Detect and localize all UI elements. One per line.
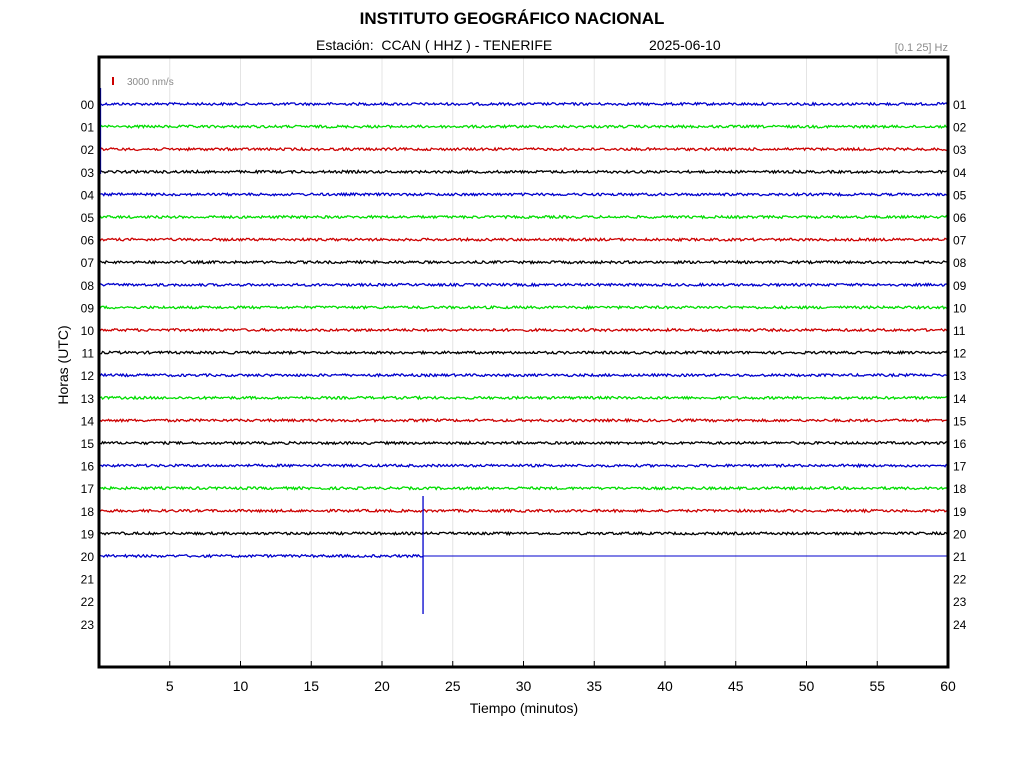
x-tick-label: 60 — [940, 678, 956, 694]
left-hour-label: 05 — [81, 211, 95, 225]
right-hour-label: 15 — [953, 414, 967, 428]
right-hour-label: 16 — [953, 437, 967, 451]
trace-hour-15 — [98, 440, 948, 446]
left-hour-label: 14 — [81, 414, 95, 428]
left-hour-label: 10 — [81, 324, 95, 338]
left-hour-label: 06 — [81, 234, 95, 248]
right-hour-label: 06 — [953, 211, 967, 225]
scale-bar: 3000 nm/s — [112, 77, 174, 88]
x-axis-label: Tiempo (minutos) — [469, 700, 579, 716]
right-hour-label: 17 — [953, 460, 967, 474]
left-hour-label: 18 — [81, 505, 95, 519]
x-tick-label: 45 — [728, 678, 744, 694]
x-tick-label: 35 — [586, 678, 602, 694]
left-hour-label: 12 — [81, 369, 95, 383]
trace-hour-14 — [98, 417, 948, 424]
grid-lines — [169, 57, 878, 667]
trace-hour-03 — [98, 169, 948, 175]
trace-hour-10 — [98, 327, 948, 333]
left-hour-label: 00 — [81, 98, 95, 112]
right-hour-label: 22 — [953, 573, 967, 587]
trace-hour-19 — [98, 530, 948, 537]
trace-hour-20 — [98, 553, 424, 559]
trace-hour-06 — [98, 236, 948, 243]
right-hour-label: 05 — [953, 188, 967, 202]
left-hour-label: 01 — [81, 121, 95, 135]
right-hour-label: 19 — [953, 505, 967, 519]
left-hour-label: 08 — [81, 279, 95, 293]
x-tick-label: 40 — [657, 678, 673, 694]
filter-label: [0.1 25] Hz — [894, 42, 948, 54]
trace-hour-05 — [98, 214, 948, 220]
station-label: Estación: CCAN ( HHZ ) - TENERIFE — [316, 37, 553, 53]
right-hour-label: 24 — [953, 618, 967, 632]
trace-hour-04 — [98, 191, 948, 197]
left-hour-label: 09 — [81, 301, 95, 315]
right-hour-label: 10 — [953, 301, 967, 315]
left-hour-label: 21 — [81, 573, 95, 587]
trace-hour-11 — [98, 349, 948, 356]
trace-hour-07 — [98, 259, 948, 265]
trace-hour-02 — [98, 146, 948, 152]
trace-group — [98, 88, 948, 614]
trace-hour-00 — [98, 101, 948, 107]
right-hour-labels: 01 02 03 04 05 06 07 08 09 10 11 12 13 14 15 16 17 18 19 20… — [953, 98, 967, 632]
left-hour-label: 02 — [81, 143, 95, 157]
x-tick-label: 55 — [869, 678, 885, 694]
plot-frame — [97, 55, 950, 669]
x-tick-label: 20 — [374, 678, 390, 694]
page-title: INSTITUTO GEOGRÁFICO NACIONAL — [359, 9, 665, 28]
left-hour-label: 19 — [81, 527, 95, 541]
left-hour-label: 22 — [81, 595, 95, 609]
left-hour-label: 13 — [81, 392, 95, 406]
right-hour-label: 11 — [953, 324, 966, 338]
scale-bar-label: 3000 nm/s — [127, 77, 174, 88]
right-hour-label: 12 — [953, 347, 967, 361]
x-tick-label: 15 — [303, 678, 319, 694]
x-tick-label: 5 — [166, 678, 174, 694]
right-hour-label: 03 — [953, 143, 967, 157]
x-tick-label: 30 — [516, 678, 532, 694]
left-hour-label: 04 — [81, 188, 95, 202]
trace-hour-08 — [98, 282, 948, 288]
right-hour-label: 02 — [953, 121, 967, 135]
date-label: 2025-06-10 — [649, 37, 721, 53]
right-hour-label: 20 — [953, 527, 967, 541]
x-tick-label: 25 — [445, 678, 461, 694]
left-hour-label: 07 — [81, 256, 95, 270]
right-hour-label: 01 — [953, 98, 967, 112]
right-hour-label: 04 — [953, 166, 967, 180]
trace-hour-16 — [98, 462, 948, 469]
left-hour-label: 11 — [82, 347, 95, 361]
x-ticks: 5 10 15 20 25 30 35 40 45 50 55 60 — [166, 661, 956, 694]
right-hour-label: 14 — [953, 392, 967, 406]
left-hour-label: 03 — [81, 166, 95, 180]
x-tick-label: 10 — [233, 678, 249, 694]
trace-hour-17 — [98, 485, 948, 491]
left-hour-label: 23 — [81, 618, 95, 632]
right-hour-label: 13 — [953, 369, 967, 383]
left-hour-label: 17 — [81, 482, 95, 496]
right-hour-label: 21 — [953, 550, 967, 564]
right-hour-label: 09 — [953, 279, 967, 293]
right-hour-label: 07 — [953, 234, 967, 248]
trace-hour-13 — [98, 395, 948, 401]
left-hour-label: 15 — [81, 437, 95, 451]
left-hour-labels: 00 01 02 03 04 05 06 07 08 09 10 11 12 13 14 15 16 17 18 19… — [81, 98, 95, 632]
trace-hour-18 — [98, 508, 948, 514]
right-hour-label: 08 — [953, 256, 967, 270]
left-hour-label: 20 — [81, 550, 95, 564]
left-hour-label: 16 — [81, 460, 95, 474]
trace-hour-12 — [98, 372, 948, 378]
trace-hour-09 — [98, 304, 948, 311]
x-tick-label: 50 — [799, 678, 815, 694]
right-hour-label: 18 — [953, 482, 967, 496]
right-hour-label: 23 — [953, 595, 967, 609]
trace-hour-01 — [98, 124, 948, 130]
